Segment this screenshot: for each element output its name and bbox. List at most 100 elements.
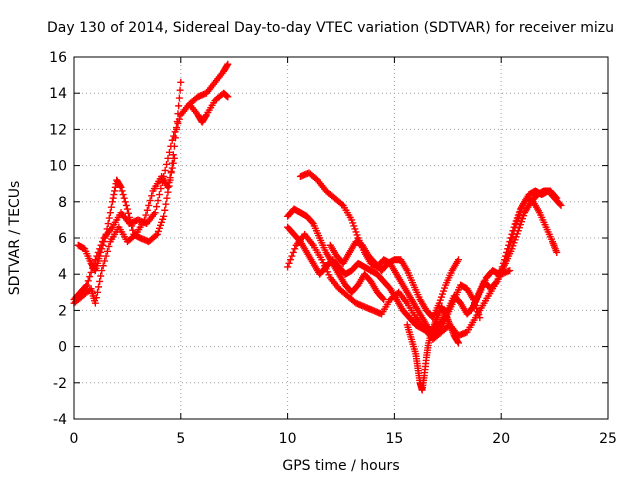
data-point (164, 154, 172, 162)
data-point (87, 268, 95, 276)
data-point (167, 169, 175, 177)
y-axis-label: SDTVAR / TECUs (7, 181, 23, 296)
data-point (286, 256, 294, 264)
data-point (501, 256, 509, 264)
series-sat-d (185, 89, 232, 126)
data-point (177, 78, 185, 86)
y-tick-label: 4 (58, 267, 67, 283)
data-point (155, 191, 163, 199)
data-point (142, 211, 150, 219)
data-point (284, 263, 292, 271)
data-point (152, 232, 160, 240)
data-point (176, 86, 184, 94)
data-point (121, 198, 129, 206)
data-point (510, 227, 518, 235)
data-point (102, 252, 110, 260)
y-tick-label: 8 (58, 195, 67, 211)
data-point (103, 247, 111, 255)
data-point (162, 200, 170, 208)
y-tick-label: 16 (49, 50, 67, 66)
y-tick-label: -2 (53, 376, 67, 392)
data-point (151, 209, 159, 217)
series-sat-c (70, 154, 178, 307)
x-tick-label: 0 (70, 431, 79, 447)
series-sat-j (403, 303, 462, 394)
data-point (154, 197, 162, 205)
data-point (476, 314, 484, 322)
data-point (117, 183, 125, 191)
data-point (146, 197, 154, 205)
data-point (83, 281, 91, 289)
data-point (101, 257, 109, 265)
y-tick-label: 14 (49, 86, 67, 102)
data-point (308, 218, 316, 226)
data-point (289, 248, 297, 256)
data-point (102, 230, 110, 238)
data-point (161, 166, 169, 174)
data-point (97, 272, 105, 280)
data-point (101, 234, 109, 242)
y-tick-label: 2 (58, 303, 67, 319)
chart-title: Day 130 of 2014, Sidereal Day-to-day VTE… (47, 20, 614, 36)
data-point (123, 205, 131, 213)
data-point (120, 194, 128, 202)
data-point (91, 265, 99, 273)
data-point (118, 187, 126, 195)
data-point (104, 220, 112, 228)
data-point (110, 191, 118, 199)
data-point (96, 277, 104, 285)
x-tick-label: 25 (599, 431, 617, 447)
data-point (224, 93, 232, 101)
x-tick-label: 15 (385, 431, 403, 447)
y-tick-label: 0 (58, 340, 67, 356)
data-markers (70, 60, 565, 394)
series-sat-l (467, 187, 565, 314)
data-point (223, 61, 231, 69)
y-tick-label: -4 (53, 412, 67, 428)
data-point (500, 259, 508, 267)
series-sat-g (284, 205, 388, 304)
data-point (508, 234, 516, 242)
data-point (506, 241, 514, 249)
data-point (503, 252, 511, 260)
data-point (124, 209, 132, 217)
data-point (119, 191, 127, 199)
data-point (116, 182, 124, 190)
data-point (126, 213, 134, 221)
grid-lines (74, 57, 608, 419)
data-point (93, 288, 101, 296)
data-point (454, 338, 462, 346)
data-point (175, 94, 183, 102)
data-point (96, 252, 104, 260)
y-tick-label: 10 (49, 159, 67, 175)
data-point (170, 142, 178, 150)
x-tick-label: 20 (492, 431, 510, 447)
data-point (109, 194, 117, 202)
data-point (173, 118, 181, 126)
data-point (148, 192, 156, 200)
data-point (143, 206, 151, 214)
data-point (174, 110, 182, 118)
data-point (165, 178, 173, 186)
data-point (166, 174, 174, 182)
data-point (122, 201, 130, 209)
data-point (97, 248, 105, 256)
data-point (492, 279, 500, 287)
data-point (98, 267, 106, 275)
data-point (168, 164, 176, 172)
data-point (164, 183, 172, 191)
data-point (105, 242, 113, 250)
data-point (379, 294, 387, 302)
data-point (105, 214, 113, 222)
data-point (170, 154, 178, 162)
data-point (169, 151, 177, 159)
data-point (161, 206, 169, 214)
data-point (84, 277, 92, 285)
data-point (224, 60, 232, 68)
data-point (169, 159, 177, 167)
data-point (92, 294, 100, 302)
data-point (163, 194, 171, 202)
data-point (165, 148, 173, 156)
data-point (131, 232, 139, 240)
data-point (157, 185, 165, 193)
